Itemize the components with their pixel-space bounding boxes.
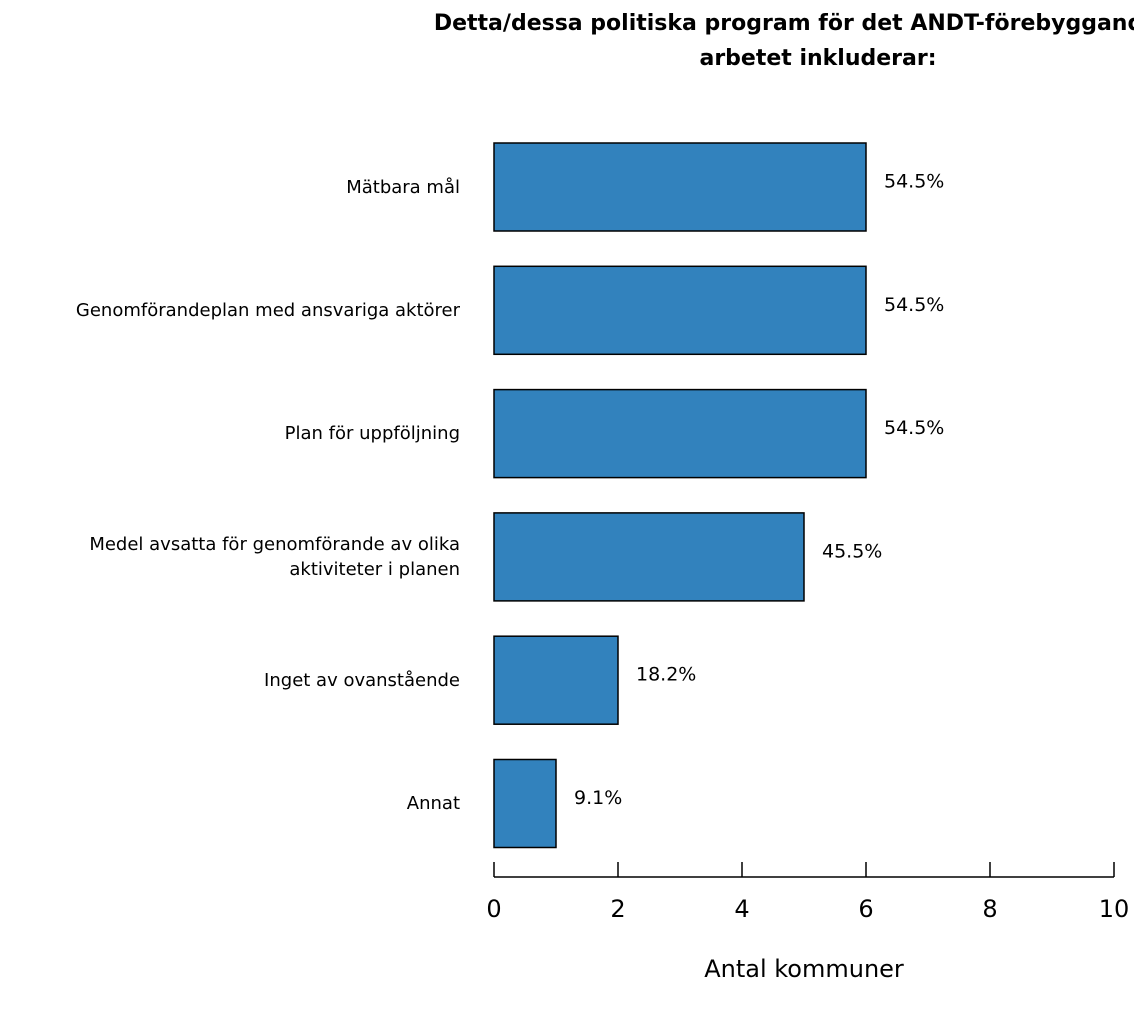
category-label-box: Inget av ovanstående	[264, 669, 460, 691]
bar	[493, 512, 805, 602]
y-tick-label: Mätbara mål	[346, 176, 460, 198]
y-tick-label: Annat	[406, 793, 460, 814]
x-axis-title: Antal kommuner	[704, 955, 904, 983]
x-tick-label: 8	[982, 895, 997, 923]
x-tick-label: 2	[610, 895, 625, 923]
x-tick-label: 0	[486, 895, 501, 923]
bar	[493, 635, 619, 725]
category-label-box: Mätbara mål	[346, 176, 460, 198]
value-label: 54.5%	[884, 171, 944, 193]
bar	[493, 142, 867, 232]
value-label: 54.5%	[884, 294, 944, 316]
x-tick-label: 10	[1099, 895, 1130, 923]
category-label-box: Medel avsatta för genomförande av olika …	[89, 533, 460, 580]
category-label-box: Plan för uppföljning	[284, 423, 460, 445]
category-label-box: Genomförandeplan med ansvariga aktörer	[75, 299, 460, 321]
category-label-box: Annat	[406, 793, 460, 814]
y-tick-label: Medel avsatta för genomförande av olika …	[89, 533, 460, 580]
value-label: 18.2%	[636, 664, 696, 686]
bar	[493, 388, 867, 479]
x-tick-label: 4	[734, 895, 749, 923]
bar	[493, 265, 867, 356]
value-label: 9.1%	[574, 787, 622, 809]
y-tick-label: Inget av ovanstående	[264, 669, 460, 691]
value-label: 45.5%	[822, 540, 882, 562]
x-tick-label: 6	[858, 895, 873, 923]
y-tick-label: Genomförandeplan med ansvariga aktörer	[75, 299, 460, 321]
chart-title: Detta/dessa politiska program för det AN…	[434, 11, 1134, 71]
y-tick-label: Plan för uppföljning	[284, 423, 460, 445]
bar	[493, 758, 557, 849]
value-label: 54.5%	[884, 417, 944, 439]
